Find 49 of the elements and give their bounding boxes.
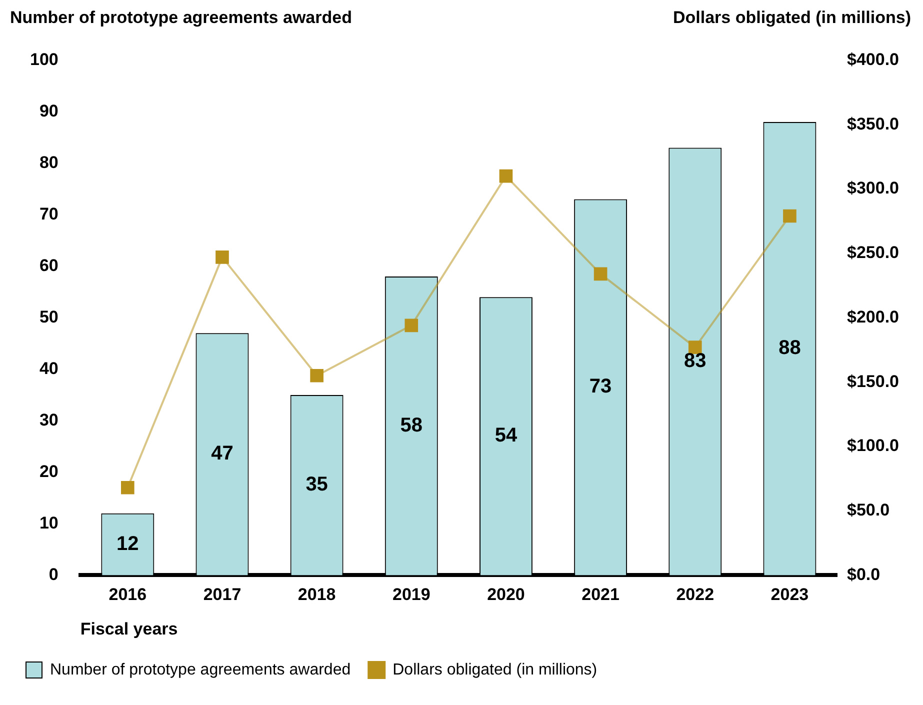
x-tick-label: 2023 <box>770 585 809 604</box>
y-tick-label: 100 <box>30 50 58 69</box>
legend-label: Dollars obligated (in millions) <box>392 661 598 678</box>
y2-tick-label: $200.0 <box>847 307 900 326</box>
data-label: 83 <box>684 350 706 372</box>
x-tick-label: 2019 <box>392 585 430 604</box>
data-label: 47 <box>211 442 234 465</box>
point <box>688 340 702 354</box>
point <box>594 267 608 281</box>
y-tick-label: 90 <box>39 101 58 120</box>
legend-label: Number of prototype agreements awarded <box>50 661 351 678</box>
data-label: 73 <box>589 376 612 398</box>
point <box>310 368 324 382</box>
y-tick-label: 30 <box>39 410 58 430</box>
y-tick-label: 60 <box>39 256 58 275</box>
y-tick-label: 40 <box>39 358 58 378</box>
y2-tick-label: $0.0 <box>847 564 880 584</box>
y2-tick-label: $250.0 <box>847 243 900 262</box>
y-tick-label: 20 <box>39 462 58 481</box>
x-tick-label: 2016 <box>108 585 147 604</box>
x-tick-label: 2020 <box>487 585 525 604</box>
y2-tick-label: $50.0 <box>847 500 890 520</box>
y2-tick-label: $350.0 <box>847 114 900 134</box>
y2-tick-label: $400.0 <box>847 50 900 69</box>
y-tick-label: 80 <box>39 152 58 172</box>
y2-tick-label: $150.0 <box>847 372 900 391</box>
x-tick-label: 2021 <box>582 585 620 604</box>
y-tick-label: 70 <box>39 204 58 224</box>
x-tick-label: 2017 <box>203 585 242 604</box>
point <box>499 169 513 183</box>
y2-axis-title: Dollars obligated (in millions) <box>672 8 911 28</box>
y-tick-label: 50 <box>39 307 58 326</box>
point <box>216 250 229 264</box>
x-axis-title: Fiscal years <box>80 619 178 638</box>
data-label: 35 <box>306 474 328 496</box>
y2-tick-label: $100.0 <box>847 436 900 456</box>
point <box>120 480 134 494</box>
y-axis-title: Number of prototype agreements awarded <box>10 8 352 28</box>
data-label: 88 <box>778 337 801 360</box>
y-tick-label: 0 <box>48 564 58 584</box>
data-label: 54 <box>494 424 518 447</box>
point <box>783 209 796 223</box>
y2-tick-label: $300.0 <box>847 178 900 198</box>
point <box>404 318 418 332</box>
x-tick-label: 2022 <box>676 585 714 604</box>
x-tick-label: 2018 <box>298 585 336 604</box>
y-tick-label: 10 <box>39 513 58 532</box>
data-label: 12 <box>116 532 139 555</box>
data-label: 58 <box>400 414 423 436</box>
